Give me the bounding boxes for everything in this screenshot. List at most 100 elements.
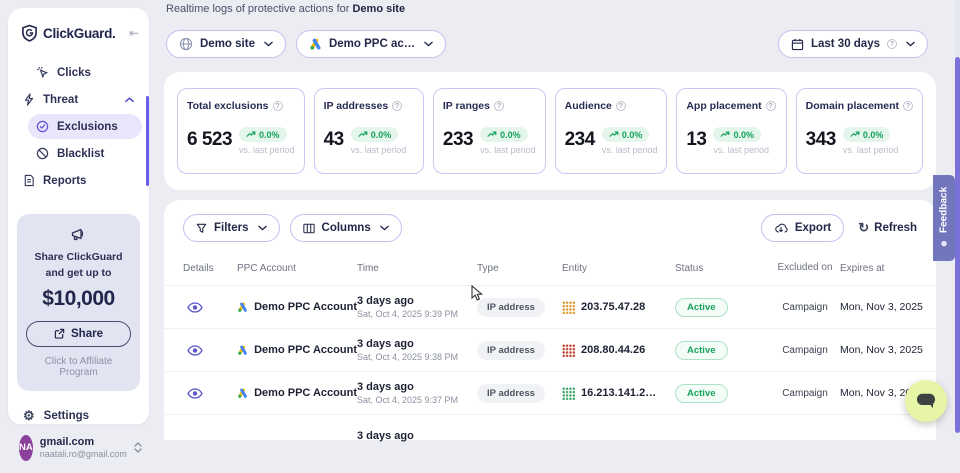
ppc-account-name: Demo PPC Account	[254, 387, 357, 399]
entity-cell: 16.213.141.2…	[562, 386, 675, 400]
ip-identicon	[562, 386, 575, 400]
google-ads-icon	[309, 38, 322, 51]
sidebar-item-label: Exclusions	[57, 120, 118, 133]
sidebar-item-label: Blacklist	[57, 147, 105, 160]
table-row[interactable]: Demo PPC Account 3 days ago Sat, Oct 4, …	[164, 286, 936, 329]
trend-up-icon	[609, 131, 619, 137]
column-header-excluded-on: Excluded on	[777, 262, 833, 274]
selector-row: Demo site Demo PPC ac… Last 30 days ?	[166, 30, 928, 58]
logo-text: ClickGuard.	[43, 25, 116, 41]
expires-at-cell: Mon, Nov 3, 2025	[840, 301, 923, 313]
sidebar-item-threat[interactable]: Threat	[15, 87, 142, 112]
info-icon[interactable]: ?	[765, 101, 776, 111]
megaphone-icon	[26, 227, 131, 243]
sidebar: ClickGuard. ⇤ Clicks Threat	[8, 8, 149, 461]
table-header-row: Details PPC Account Time Type Entity Sta…	[164, 252, 936, 286]
refresh-button[interactable]: ↻ Refresh	[858, 220, 917, 236]
trend-badge: 0.0%	[350, 127, 399, 142]
type-badge: IP address	[477, 298, 545, 317]
ppc-account-name: Demo PPC Account	[254, 301, 357, 313]
info-icon[interactable]: ?	[272, 101, 283, 111]
stat-value: 6 523	[187, 129, 233, 150]
expires-at-cell: Mon, Nov 3, 2025	[840, 387, 923, 399]
table-row[interactable]: Demo PPC Account 3 days ago Sat, Oct 4, …	[164, 329, 936, 372]
time-relative: 3 days ago	[357, 430, 414, 442]
info-icon[interactable]: ?	[493, 101, 504, 111]
affiliate-promo-card[interactable]: Share ClickGuard and get up to $10,000 S…	[17, 214, 140, 391]
excluded-on-cell: Campaign	[782, 387, 828, 399]
sidebar-collapse-icon[interactable]: ⇤	[128, 26, 139, 40]
account-name: gmail.com	[39, 436, 95, 449]
stat-label: Audience	[564, 100, 612, 112]
nav-scroll-indicator	[146, 96, 149, 186]
chevron-up-icon[interactable]	[125, 96, 134, 103]
details-eye-icon[interactable]	[183, 301, 237, 313]
scrollbar-thumb[interactable]	[955, 57, 960, 433]
sidebar-item-exclusions[interactable]: Exclusions	[28, 114, 142, 139]
info-icon: ?	[887, 39, 897, 49]
column-header-details: Details	[183, 263, 214, 274]
column-header-status: Status	[675, 263, 704, 274]
stat-label: IP addresses	[323, 100, 389, 112]
feedback-tab[interactable]: ☻ Feedback	[933, 175, 955, 261]
status-badge: Active	[675, 298, 728, 317]
columns-button[interactable]: Columns	[289, 214, 402, 242]
affiliate-link-text[interactable]: Click to Affiliate Program	[44, 355, 113, 378]
excluded-on-cell: Campaign	[782, 301, 828, 313]
google-ads-icon	[238, 302, 247, 312]
sidebar-item-blacklist[interactable]: Blacklist	[28, 141, 142, 166]
stat-value: 13	[686, 129, 707, 150]
time-cell: 3 days ago Sat, Oct 4, 2025 9:38 PM	[357, 338, 477, 362]
type-badge: IP address	[477, 341, 545, 360]
site-selector[interactable]: Demo site	[166, 30, 286, 58]
account-switcher[interactable]: NA gmail.com naatali.ro@gmail.com	[8, 425, 149, 473]
globe-icon	[179, 37, 193, 51]
avatar: NA	[19, 434, 33, 461]
table-row[interactable]: Demo PPC Account 3 days ago Sat, Oct 4, …	[164, 372, 936, 415]
time-absolute: Sat, Oct 4, 2025 9:38 PM	[357, 352, 459, 362]
details-eye-icon[interactable]	[183, 344, 237, 356]
calendar-icon	[791, 38, 804, 51]
stat-card-ip-addresses: IP addresses? 43 0.0% vs. last period	[313, 88, 424, 174]
details-eye-icon[interactable]	[183, 387, 237, 399]
stat-delta: 0.0%	[370, 129, 392, 140]
entity-cell: 203.75.47.28	[562, 300, 675, 314]
settings-label: Settings	[43, 409, 90, 422]
info-icon[interactable]: ?	[392, 101, 403, 111]
sidebar-item-settings[interactable]: ⚙ Settings	[8, 408, 149, 424]
sidebar-item-clicks[interactable]: Clicks	[28, 60, 142, 85]
stat-period: vs. last period	[239, 145, 295, 155]
trend-badge: 0.0%	[713, 127, 761, 142]
ppc-selector-value: Demo PPC ac…	[328, 38, 416, 50]
status-badge: Active	[675, 341, 728, 360]
ppc-account-cell: Demo PPC Account	[237, 301, 357, 314]
time-relative: 3 days ago	[357, 295, 414, 307]
google-ads-icon	[238, 388, 247, 398]
column-header-type: Type	[477, 263, 499, 274]
cursor-click-icon	[36, 66, 49, 79]
stat-label: Total exclusions	[187, 100, 269, 112]
chevron-down-icon	[906, 41, 915, 47]
stat-card-app-placement: App placement? 13 0.0% vs. last period	[676, 88, 787, 174]
date-range-selector[interactable]: Last 30 days ?	[777, 30, 928, 58]
table-toolbar: Filters Columns	[164, 212, 936, 244]
stat-label: Domain placement	[805, 100, 899, 112]
share-button[interactable]: Share	[26, 320, 131, 347]
chat-launcher-button[interactable]	[905, 380, 947, 422]
divider	[18, 423, 139, 425]
ppc-account-selector[interactable]: Demo PPC ac…	[295, 30, 447, 58]
columns-label: Columns	[321, 222, 371, 234]
trend-up-icon	[850, 131, 860, 137]
info-icon[interactable]: ?	[903, 101, 913, 111]
sidebar-item-label: Threat	[43, 93, 79, 106]
time-cell: 3 days ago	[357, 430, 477, 442]
sidebar-item-reports[interactable]: Reports	[15, 168, 142, 193]
table-row-partial[interactable]: 3 days ago	[164, 415, 936, 458]
info-icon[interactable]: ?	[615, 101, 626, 111]
export-button[interactable]: Export	[760, 214, 845, 242]
refresh-label: Refresh	[874, 222, 917, 234]
stat-value: 343	[805, 129, 837, 150]
excluded-on-cell: Campaign	[782, 344, 828, 356]
page-subtitle: Realtime logs of protective actions for …	[166, 3, 405, 15]
filters-button[interactable]: Filters	[183, 214, 280, 242]
